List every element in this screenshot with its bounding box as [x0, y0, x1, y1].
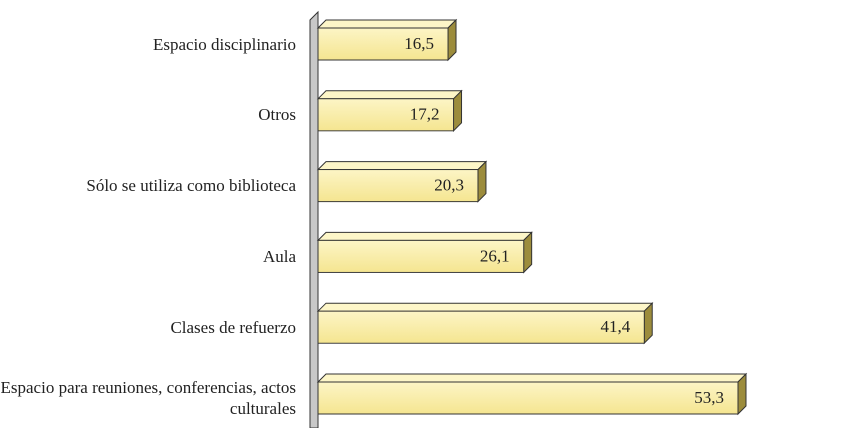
- category-label: Espacio para reuniones, conferencias, ac…: [0, 368, 296, 428]
- value-label: 17,2: [410, 105, 440, 124]
- value-label: 26,1: [480, 246, 510, 265]
- value-label: 41,4: [600, 317, 630, 336]
- category-label: Clases de refuerzo: [0, 297, 296, 357]
- category-text: Aula: [262, 246, 296, 266]
- bar-top: [316, 373, 748, 383]
- bar-shade: [318, 170, 478, 202]
- value-label: 20,3: [434, 176, 464, 195]
- bar: [316, 231, 533, 274]
- bar-top: [316, 19, 458, 29]
- category-text: Espacio disciplinario: [152, 34, 296, 54]
- bar: [316, 372, 748, 416]
- bar-top: [316, 231, 533, 241]
- category-text: Sólo se utiliza como biblioteca: [86, 176, 296, 196]
- value-label: 53,3: [694, 388, 724, 407]
- bar: [316, 18, 458, 62]
- category-label: Espacio disciplinario: [0, 14, 296, 74]
- category-label: Sólo se utiliza como biblioteca: [0, 156, 296, 216]
- bar-top: [316, 302, 654, 312]
- category-text: Espacio para reuniones, conferencias, ac…: [0, 378, 296, 418]
- bar-shade: [318, 28, 448, 60]
- category-label: Otros: [0, 85, 296, 145]
- value-label: 16,5: [404, 34, 434, 53]
- bar-top: [316, 90, 463, 100]
- bar-shade: [318, 311, 644, 343]
- category-text: Otros: [258, 105, 296, 125]
- category-text: Clases de refuerzo: [170, 317, 296, 337]
- category-label: Aula: [0, 226, 296, 286]
- bar: [316, 160, 488, 203]
- axis-wall: [309, 10, 319, 428]
- bar: [316, 301, 654, 345]
- bar: [316, 89, 463, 133]
- bar-shade: [318, 382, 738, 414]
- bar-top: [316, 161, 488, 171]
- bar-shade: [318, 99, 454, 131]
- bar-shade: [318, 240, 524, 272]
